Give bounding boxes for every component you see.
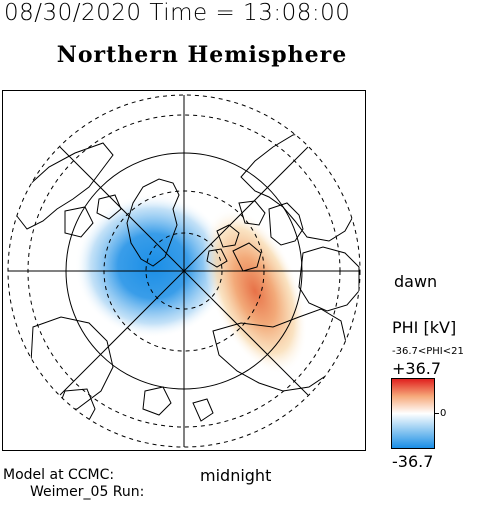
colorbar-range-text: -36.7<PHI<21 [392,346,464,357]
date-time-title: 08/30/2020 Time = 13:08:00 [4,0,351,26]
colorbar [391,378,435,449]
colorbar-min-label: -36.7 [392,452,434,471]
colorbar-zero-tick [435,413,439,414]
colorbar-title: PHI [kV] [392,318,457,337]
colorbar-zero-label: 0 [440,408,447,419]
hemisphere-title: Northern Hemisphere [56,42,348,68]
dawn-label: dawn [394,272,438,291]
midnight-label: midnight [200,466,272,485]
polar-map [7,94,361,448]
run-label: Weimer_05 Run: [30,484,145,500]
outer-boundary-circle [7,94,361,448]
meridian-lines [8,95,360,447]
model-label: Model at CCMC: [3,467,115,483]
polar-map-frame [2,90,366,451]
colorbar-max-label: +36.7 [392,359,442,378]
positive-potential-cell [202,207,308,375]
